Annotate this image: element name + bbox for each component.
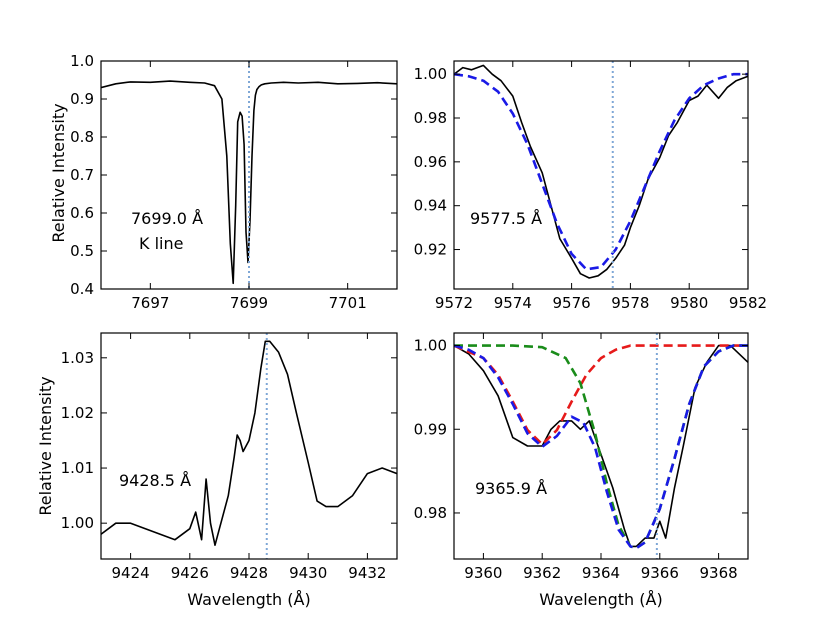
x-axis-label-right: Wavelength (Å) [539, 590, 662, 609]
9365-x-tick-label: 9360 [464, 564, 502, 582]
9577-annotation: 9577.5 Å [470, 209, 542, 228]
panel-9577: 9572 9574 9576 9578 9580 9582 0.92 0.94 0.96 0.98… [414, 60, 767, 312]
9577-y-tick-label: 0.94 [414, 197, 447, 215]
y-axis-label-top: Relative Intensity [49, 103, 68, 242]
9577-y-tick-label: 0.98 [414, 109, 447, 127]
9365-observed-spectrum-line [454, 344, 748, 548]
k-line-data [101, 61, 397, 289]
9365-x-tick-label: 9362 [523, 564, 561, 582]
9365-blue-fit-line [454, 344, 748, 550]
k-line-y-tick-label: 0.8 [70, 128, 94, 146]
9365-x-tick-label: 9364 [582, 564, 620, 582]
9365-y-tick-label: 1.00 [414, 337, 447, 355]
9577-blue-fit-line [454, 72, 748, 271]
9577-x-tick-label: 9576 [553, 294, 591, 312]
x-axis-label-left: Wavelength (Å) [187, 590, 310, 609]
k-line-y-tick-label: 1.0 [70, 52, 94, 70]
9577-x-tick-label: 9578 [611, 294, 649, 312]
panel-9428: 9424 9426 9428 9430 9432 1.00 1.01 1.02 1.03 9428… [61, 332, 398, 582]
panel-k-line: 7697 7699 7701 0.4 0.5 0.6 0.7 0.8 0.9 1.0 7699.0 … [70, 52, 398, 312]
k-line-y-tick-label: 0.4 [70, 280, 94, 298]
9428-y-tick-label: 1.00 [61, 514, 94, 532]
k-line-x-tick-label: 7699 [230, 294, 268, 312]
k-line-x-tick-label: 7701 [329, 294, 367, 312]
9428-x-tick-label: 9424 [112, 564, 150, 582]
9577-y-tick-label: 0.92 [414, 241, 447, 259]
9577-frame [453, 60, 749, 290]
k-line-y-tick-label: 0.5 [70, 242, 94, 260]
9428-y-tick-label: 1.01 [61, 459, 94, 477]
9365-y-tick-label: 0.98 [414, 504, 447, 522]
9428-x-tick-label: 9430 [289, 564, 327, 582]
9577-x-tick-label: 9582 [729, 294, 767, 312]
9365-annotation: 9365.9 Å [475, 479, 547, 498]
9577-data [454, 61, 748, 289]
k-line-x-tick-label: 7697 [131, 294, 169, 312]
9428-x-tick-label: 9432 [348, 564, 386, 582]
9577-observed-spectrum-line [454, 64, 748, 279]
9428-x-tick-label: 9426 [171, 564, 209, 582]
k-line-y-tick-label: 0.7 [70, 166, 94, 184]
y-axis-label-bottom: Relative Intensity [36, 376, 55, 515]
9428-x-tick-label: 9428 [230, 564, 268, 582]
9577-x-tick-label: 9572 [435, 294, 473, 312]
k-line-annotation: K line [139, 234, 183, 253]
9428-frame [100, 332, 398, 560]
k-line-annotation: 7699.0 Å [131, 209, 203, 228]
9577-y-tick-label: 1.00 [414, 65, 447, 83]
9365-x-tick-label: 9366 [641, 564, 679, 582]
k-line-observed-spectrum-line [101, 80, 397, 285]
9365-data [454, 333, 748, 559]
9577-x-tick-label: 9574 [494, 294, 532, 312]
9428-annotation: 9428.5 Å [119, 471, 191, 490]
k-line-y-tick-label: 0.9 [70, 90, 94, 108]
9365-y-tick-label: 0.99 [414, 420, 447, 438]
panel-9365: 9360 9362 9364 9366 9368 0.98 0.99 1.00 9365.9 Å [414, 332, 749, 582]
9365-x-tick-label: 9368 [700, 564, 738, 582]
9365-green-fit-line [454, 344, 748, 550]
k-line-y-tick-label: 0.6 [70, 204, 94, 222]
9577-x-tick-label: 9580 [670, 294, 708, 312]
9428-observed-spectrum-line [101, 340, 397, 547]
9577-y-tick-label: 0.96 [414, 153, 447, 171]
9428-y-tick-label: 1.02 [61, 404, 94, 422]
9428-y-tick-label: 1.03 [61, 349, 94, 367]
9428-data [101, 333, 397, 559]
